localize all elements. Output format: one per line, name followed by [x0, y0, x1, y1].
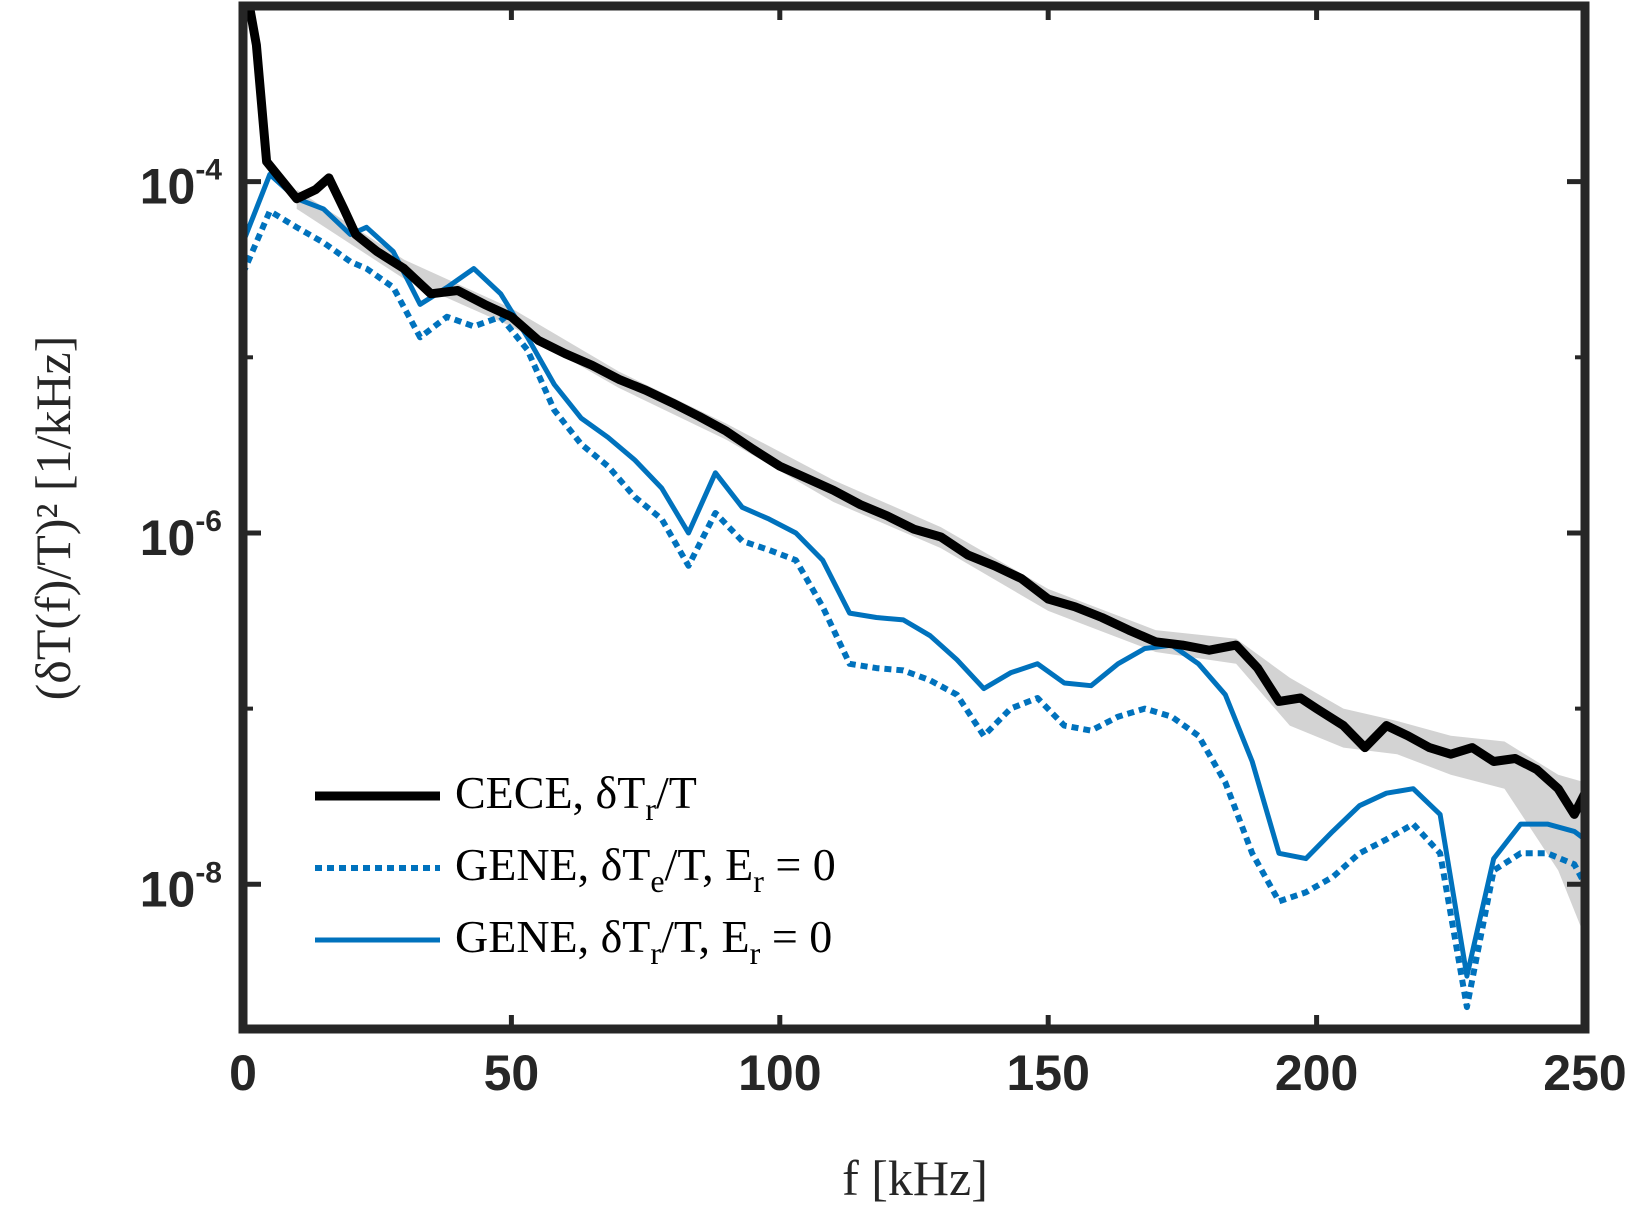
series-line-cece: [244, 6, 1585, 819]
x-tick-label: 200: [1275, 1045, 1358, 1101]
x-tick-label: 50: [484, 1045, 540, 1101]
legend-label: GENE, δTe/T, Er = 0: [455, 839, 836, 899]
x-tick-label: 100: [738, 1045, 821, 1101]
plot-frame: [238, 1, 1590, 1034]
x-tick-label: 250: [1543, 1045, 1626, 1101]
legend-label: CECE, δTr/T: [455, 767, 697, 827]
legend: CECE, δTr/T GENE, δTe/T, Er = 0 GENE, δTr/…: [315, 767, 836, 971]
legend-label: GENE, δTr/T, Er = 0: [455, 911, 832, 971]
tick-layer: 0 50 100 150 200 250 10-8 10-6 10-4: [140, 4, 1627, 1101]
x-tick-label: 0: [229, 1045, 257, 1101]
series-layer: [243, 6, 1585, 1011]
x-axis-label: f [kHz]: [842, 1150, 988, 1206]
y-tick-label: 10-4: [140, 154, 223, 215]
y-tick-label: 10-8: [140, 856, 222, 917]
y-axis-label: (δT(f)/T)² [1/kHz]: [25, 336, 81, 701]
x-tick-label: 150: [1006, 1045, 1089, 1101]
y-tick-label: 10-6: [140, 505, 222, 566]
series-line-gene-tr: [243, 171, 1585, 979]
series-line-gene-te: [243, 208, 1585, 1011]
